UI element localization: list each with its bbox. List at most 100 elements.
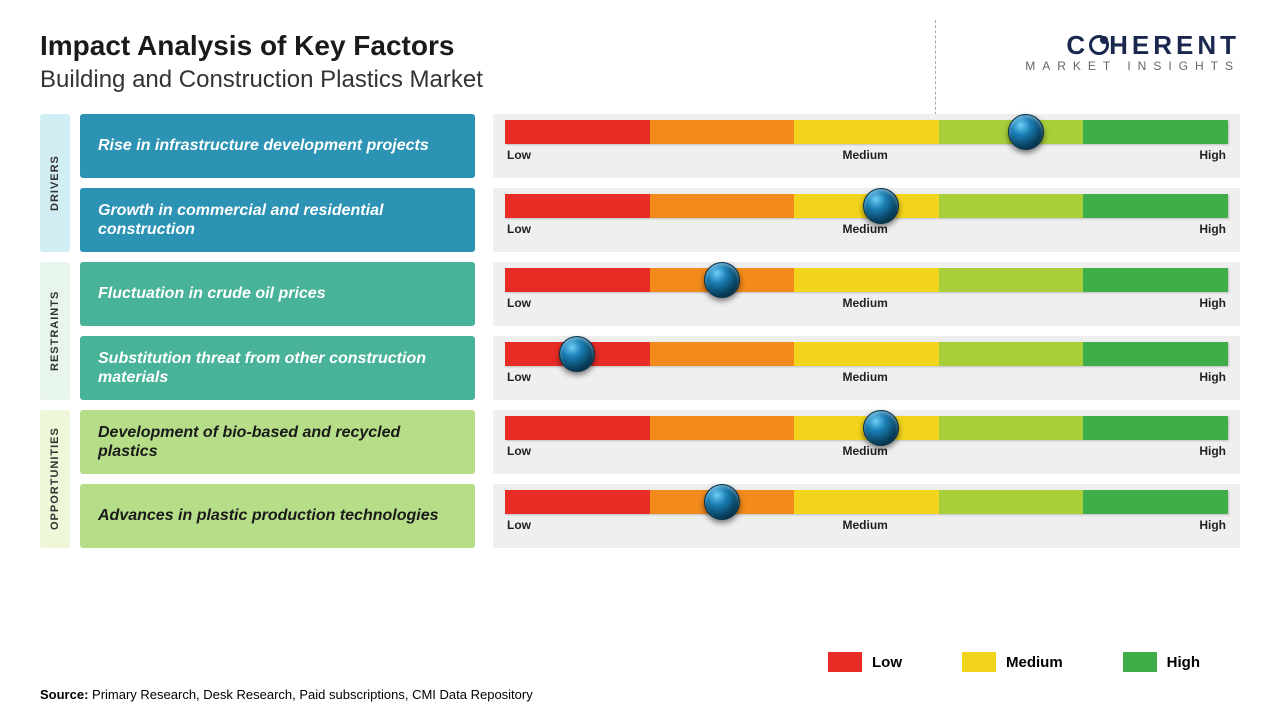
source-prefix: Source: (40, 687, 88, 702)
category-tab: OPPORTUNITIES (40, 410, 70, 548)
scale-bar (505, 268, 1228, 292)
impact-knob (863, 188, 899, 224)
scale-container: LowMediumHigh (493, 410, 1240, 474)
scale-segment (650, 342, 795, 366)
scale-segment (650, 120, 795, 144)
scale-segment (939, 194, 1084, 218)
scale-label-high: High (1199, 148, 1226, 162)
scale-label-medium: Medium (842, 296, 887, 310)
brand-logo: CHERENT MARKET INSIGHTS (1025, 30, 1240, 73)
title-block: Impact Analysis of Key Factors Building … (40, 30, 483, 94)
legend-label: Low (872, 654, 902, 671)
logo-text: CHERENT (1025, 30, 1240, 61)
scale-label-medium: Medium (842, 148, 887, 162)
factor-row: Substitution threat from other construct… (80, 336, 1240, 400)
scale-labels: Low Medium High (505, 296, 1228, 310)
scale-label-low: Low (507, 518, 531, 532)
scale-bar (505, 194, 1228, 218)
impact-knob (559, 336, 595, 372)
scale-label-low: Low (507, 296, 531, 310)
factor-label: Substitution threat from other construct… (80, 336, 475, 400)
scale-labels: Low Medium High (505, 370, 1228, 384)
category-tab: RESTRAINTS (40, 262, 70, 400)
source-note: Source: Primary Research, Desk Research,… (40, 687, 533, 702)
scale-labels: Low Medium High (505, 148, 1228, 162)
factor-row: Rise in infrastructure development proje… (80, 114, 1240, 178)
legend-label: Medium (1006, 654, 1063, 671)
scale-container: Low Medium High (493, 114, 1240, 178)
scale-label-high: High (1199, 296, 1226, 310)
scale-label-low: Low (507, 222, 531, 236)
factor-label: Rise in infrastructure development proje… (80, 114, 475, 178)
scale-label-medium: Medium (842, 518, 887, 532)
scale-bar (505, 490, 1228, 514)
scale-segment (505, 416, 650, 440)
legend-item: High (1123, 652, 1200, 672)
scale-segment (939, 490, 1084, 514)
scale-label-medium: Medium (842, 222, 887, 236)
scale-segment (1083, 416, 1228, 440)
impact-knob (863, 410, 899, 446)
scale-segment (505, 490, 650, 514)
scale-label-low: Low (507, 370, 531, 384)
scale-segment (505, 194, 650, 218)
scale-segment (1083, 194, 1228, 218)
legend-swatch (828, 652, 862, 672)
scale-segment (1083, 490, 1228, 514)
factor-row: Growth in commercial and residential con… (80, 188, 1240, 252)
scale-label-medium: Medium (842, 370, 887, 384)
source-text: Primary Research, Desk Research, Paid su… (88, 687, 532, 702)
scale-segment (939, 342, 1084, 366)
scale-labels: Low Medium High (505, 222, 1228, 236)
scale-label-high: High (1199, 370, 1226, 384)
scale-segment (650, 194, 795, 218)
scale-segment (939, 416, 1084, 440)
scale-labels: LowMediumHigh (505, 444, 1228, 458)
scale-label-high: High (1199, 222, 1226, 236)
category-group: RESTRAINTS Fluctuation in crude oil price… (40, 262, 1240, 400)
scale-segment (794, 342, 939, 366)
legend-swatch (1123, 652, 1157, 672)
factor-row: Fluctuation in crude oil prices Low Medium… (80, 262, 1240, 326)
impact-knob (704, 484, 740, 520)
legend-item: Medium (962, 652, 1063, 672)
scale-segment (505, 120, 650, 144)
legend-label: High (1167, 654, 1200, 671)
scale-segment (794, 490, 939, 514)
category-tab: DRIVERS (40, 114, 70, 252)
scale-segment (505, 268, 650, 292)
page-subtitle: Building and Construction Plastics Marke… (40, 66, 483, 94)
header: Impact Analysis of Key Factors Building … (40, 30, 1240, 94)
factor-label: Fluctuation in crude oil prices (80, 262, 475, 326)
scale-segment (1083, 268, 1228, 292)
scale-label-high: High (1199, 518, 1226, 532)
scale-container: Low Medium High (493, 484, 1240, 548)
rows-column: Fluctuation in crude oil prices Low Medium… (80, 262, 1240, 400)
scale-segment (1083, 342, 1228, 366)
scale-label-low: Low (507, 148, 531, 162)
scale-label-low: Low (507, 444, 531, 458)
legend-swatch (962, 652, 996, 672)
scale-container: Low Medium High (493, 336, 1240, 400)
factor-label: Development of bio-based and recycled pl… (80, 410, 475, 474)
scale-container: Low Medium High (493, 262, 1240, 326)
scale-segment (794, 120, 939, 144)
rows-column: Rise in infrastructure development proje… (80, 114, 1240, 252)
rows-column: Development of bio-based and recycled pl… (80, 410, 1240, 548)
impact-knob (704, 262, 740, 298)
category-group: OPPORTUNITIES Development of bio-based an… (40, 410, 1240, 548)
impact-chart: DRIVERS Rise in infrastructure developmen… (40, 114, 1240, 548)
category-group: DRIVERS Rise in infrastructure developmen… (40, 114, 1240, 252)
scale-bar (505, 416, 1228, 440)
scale-labels: Low Medium High (505, 518, 1228, 532)
scale-label-high: High (1199, 444, 1226, 458)
legend-item: Low (828, 652, 902, 672)
logo-subtext: MARKET INSIGHTS (1025, 59, 1240, 73)
vertical-divider (935, 20, 936, 120)
legend: Low Medium High (828, 652, 1200, 672)
scale-segment (1083, 120, 1228, 144)
scale-segment (794, 268, 939, 292)
factor-label: Growth in commercial and residential con… (80, 188, 475, 252)
scale-segment (939, 268, 1084, 292)
page-title: Impact Analysis of Key Factors (40, 30, 483, 62)
